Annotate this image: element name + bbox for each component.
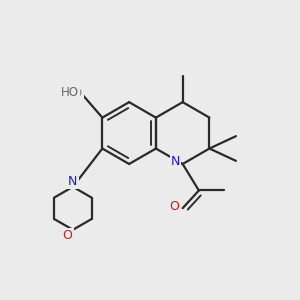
Text: N: N	[171, 155, 180, 168]
Text: O: O	[63, 229, 73, 242]
Text: O: O	[169, 200, 179, 213]
Text: HO: HO	[61, 86, 79, 99]
Text: HO: HO	[65, 87, 83, 100]
Text: N: N	[68, 175, 78, 188]
